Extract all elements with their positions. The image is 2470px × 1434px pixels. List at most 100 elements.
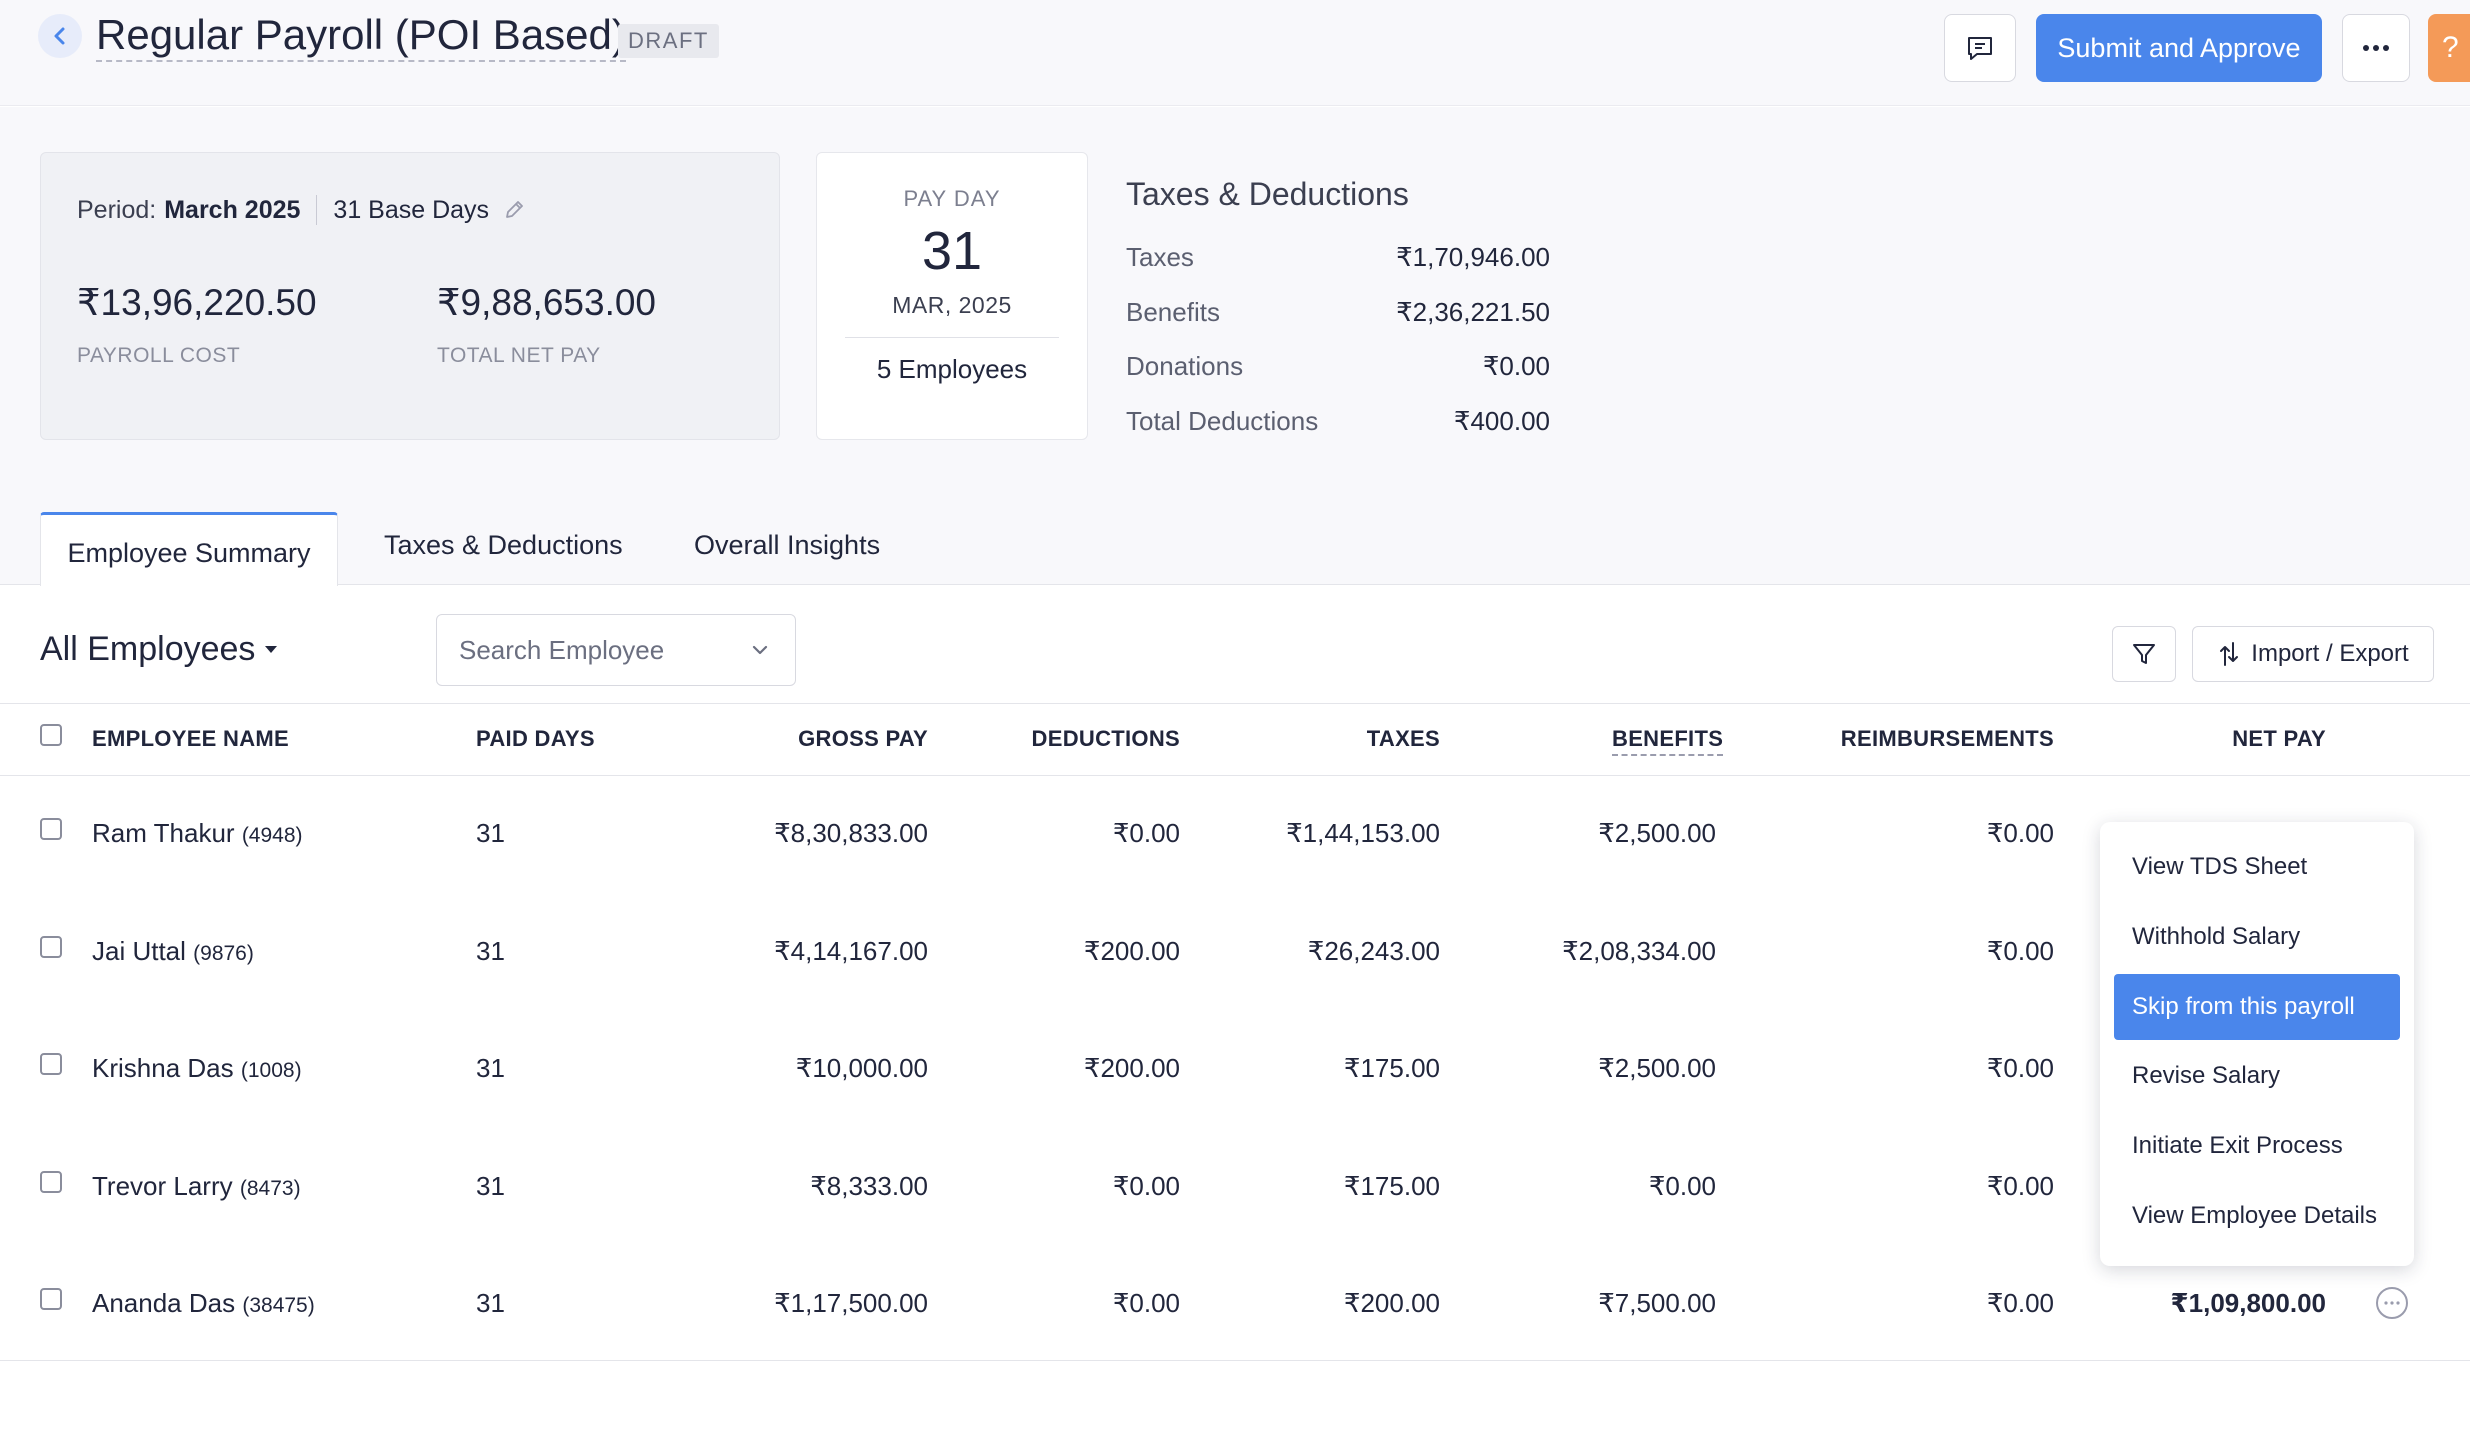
menu-item-skip-from-payroll[interactable]: Skip from this payroll [2114,974,2400,1040]
td-value: ₹1,70,946.00 [1396,242,1550,272]
td-value: ₹400.00 [1453,406,1550,436]
td-value: ₹0.00 [1482,351,1550,381]
comment-button[interactable] [1944,14,2016,82]
paid-days-cell: 31 [476,818,505,848]
td-value: ₹2,36,221.50 [1396,297,1550,327]
menu-item-view-employee-details[interactable]: View Employee Details [2132,1202,2378,1229]
employee-name: Ram Thakur [92,818,235,848]
column-header-reimbursements[interactable]: REIMBURSEMENTS [1840,726,2054,751]
period-card: Period: March 2025 31 Base Days ₹13,96,2… [40,152,780,440]
taxes-cell: ₹175.00 [1343,1053,1440,1083]
search-employee-select[interactable]: Search Employee [436,614,796,686]
employee-view-label: All Employees [40,630,256,668]
base-days: 31 Base Days [333,195,490,224]
import-export-button[interactable]: Import / Export [2192,626,2434,682]
payday-month: MAR, 2025 [892,292,1012,318]
reimbursements-cell: ₹0.00 [1986,1288,2054,1318]
payday-label: PAY DAY [903,186,1001,211]
benefits-cell: ₹2,500.00 [1598,818,1716,848]
period-line: Period: March 2025 31 Base Days [77,195,525,225]
import-export-icon [2220,642,2239,666]
employee-name-cell[interactable]: Ananda Das (38475) [92,1288,315,1319]
td-label: Total Deductions [1126,406,1319,436]
caret-down-icon [265,646,278,653]
deductions-cell: ₹200.00 [1083,936,1180,966]
row-checkbox[interactable] [40,936,62,958]
tab-taxes-deductions[interactable]: Taxes & Deductions [384,530,623,560]
benefits-cell: ₹2,08,334.00 [1562,936,1716,966]
reimbursements-cell: ₹0.00 [1986,936,2054,966]
payroll-cost-caption: PAYROLL COST [77,344,241,367]
period-value: March 2025 [164,195,301,224]
edit-base-days-button[interactable] [503,199,525,221]
status-badge: DRAFT [618,24,719,58]
payday-day: 31 [921,221,983,281]
period-label: Period: [77,195,157,224]
menu-item-withhold-salary[interactable]: Withhold Salary [2132,923,2301,950]
td-row-taxes: Taxes ₹1,70,946.00 [1126,242,1550,273]
taxes-deductions-title: Taxes & Deductions [1126,176,1409,212]
employee-name: Trevor Larry [92,1171,233,1201]
menu-item-view-tds-sheet[interactable]: View TDS Sheet [2132,853,2308,880]
more-actions-button[interactable] [2342,14,2410,82]
menu-item-revise-salary[interactable]: Revise Salary [2132,1062,2281,1089]
filter-icon [2133,644,2155,664]
column-header-employee-name[interactable]: EMPLOYEE NAME [92,726,290,751]
table-bottom-border [0,1360,2470,1361]
benefits-cell: ₹7,500.00 [1598,1288,1716,1318]
filter-button[interactable] [2112,626,2176,682]
divider [845,337,1059,338]
paid-days-cell: 31 [476,1171,505,1201]
row-more-icon [2384,1301,2400,1305]
row-actions-menu: View TDS Sheet Withhold Salary Skip from… [2100,822,2414,1266]
tab-overall-insights[interactable]: Overall Insights [694,530,881,560]
benefits-cell: ₹0.00 [1648,1171,1716,1201]
row-checkbox[interactable] [40,1171,62,1193]
select-all-checkbox[interactable] [40,724,62,746]
employee-name-cell[interactable]: Trevor Larry (8473) [92,1171,301,1202]
row-checkbox[interactable] [40,1288,62,1310]
net-pay-value: ₹9,88,653.00 [437,282,657,323]
taxes-cell: ₹1,44,153.00 [1286,818,1440,848]
table-header-border [0,775,2470,776]
paid-days-cell: 31 [476,1288,505,1318]
employee-name-cell[interactable]: Jai Uttal (9876) [92,936,254,967]
reimbursements-cell: ₹0.00 [1986,1053,2054,1083]
column-header-paid-days[interactable]: PAID DAYS [476,726,595,751]
help-button[interactable]: ? [2428,14,2470,82]
gross-pay-cell: ₹10,000.00 [795,1053,928,1083]
employee-view-selector[interactable]: All Employees [40,630,278,669]
column-header-benefits[interactable]: BENEFITS [1612,726,1724,756]
row-checkbox[interactable] [40,818,62,840]
tab-employee-summary[interactable]: Employee Summary [40,512,338,586]
submit-approve-button[interactable]: Submit and Approve [2036,14,2322,82]
net-pay-caption: TOTAL NET PAY [437,344,601,367]
column-header-taxes[interactable]: TAXES [1366,726,1440,751]
row-actions-button[interactable] [2376,1287,2408,1319]
employee-name: Ananda Das [92,1288,236,1318]
employee-id: (1008) [240,1059,302,1082]
employee-id: (4948) [241,824,303,847]
pencil-icon [506,201,523,218]
deductions-cell: ₹0.00 [1112,1288,1180,1318]
back-button[interactable] [38,14,82,58]
benefits-cell: ₹2,500.00 [1598,1053,1716,1083]
column-header-deductions[interactable]: DEDUCTIONS [1031,726,1180,751]
employee-name: Jai Uttal [92,936,186,966]
taxes-cell: ₹200.00 [1343,1288,1440,1318]
page-title[interactable]: Regular Payroll (POI Based) [96,10,626,62]
employee-name-cell[interactable]: Ram Thakur (4948) [92,818,303,849]
more-horizontal-icon [2363,45,2389,51]
td-row-total-deductions: Total Deductions ₹400.00 [1126,406,1550,437]
comment-icon [1968,37,1992,60]
column-header-gross-pay[interactable]: GROSS PAY [798,726,928,751]
row-checkbox[interactable] [40,1053,62,1075]
payday-card: PAY DAY 31 MAR, 2025 5 Employees [816,152,1088,440]
employee-name: Krishna Das [92,1053,234,1083]
menu-item-initiate-exit[interactable]: Initiate Exit Process [2132,1132,2343,1159]
employee-name-cell[interactable]: Krishna Das (1008) [92,1053,302,1084]
employee-id: (9876) [193,942,254,965]
deductions-cell: ₹0.00 [1112,818,1180,848]
column-header-net-pay[interactable]: NET PAY [2232,726,2326,751]
